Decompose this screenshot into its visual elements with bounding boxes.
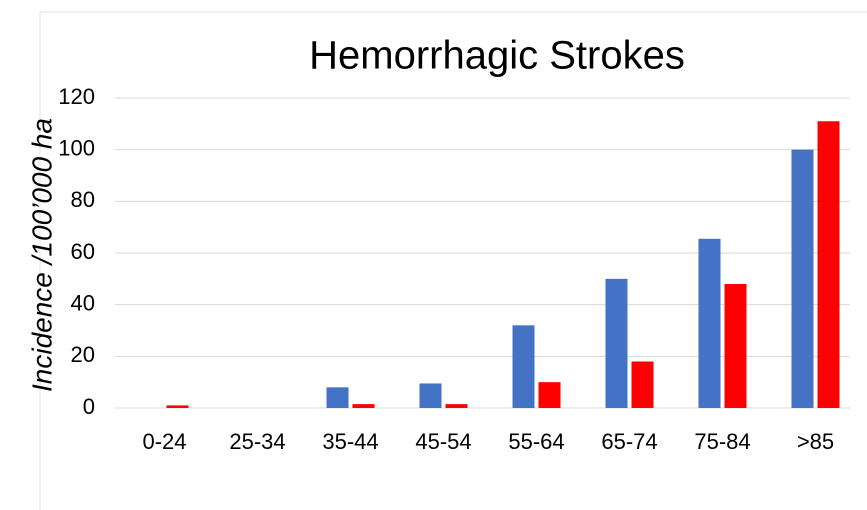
y-tick-label: 60 xyxy=(71,239,95,264)
bar xyxy=(419,383,442,408)
bar xyxy=(352,404,375,408)
bar xyxy=(538,382,561,408)
x-tick-label: 45-54 xyxy=(415,429,471,454)
y-tick-label: 0 xyxy=(83,394,95,419)
x-tick-label: 65-74 xyxy=(601,429,657,454)
y-tick-label: 100 xyxy=(58,135,95,160)
y-axis-label: Incidence /100’000 ha xyxy=(26,118,57,392)
bar xyxy=(698,238,721,408)
x-tick-label: 25-34 xyxy=(229,429,285,454)
chart-title: Hemorrhagic Strokes xyxy=(309,34,685,78)
bar xyxy=(631,361,654,408)
x-tick-label: >85 xyxy=(797,429,834,454)
y-tick-label: 80 xyxy=(71,187,95,212)
y-tick-label: 40 xyxy=(71,290,95,315)
bar xyxy=(724,284,747,408)
y-tick-label: 20 xyxy=(71,342,95,367)
bar xyxy=(445,404,468,408)
bar xyxy=(166,405,189,408)
x-tick-label: 55-64 xyxy=(508,429,564,454)
bar xyxy=(512,325,535,408)
y-tick-label: 120 xyxy=(58,84,95,109)
x-tick-label: 35-44 xyxy=(322,429,378,454)
bar xyxy=(326,387,349,408)
x-tick-label: 0-24 xyxy=(142,429,186,454)
bar xyxy=(605,278,628,408)
bar xyxy=(791,149,814,408)
bar xyxy=(817,121,840,408)
x-tick-label: 75-84 xyxy=(694,429,750,454)
